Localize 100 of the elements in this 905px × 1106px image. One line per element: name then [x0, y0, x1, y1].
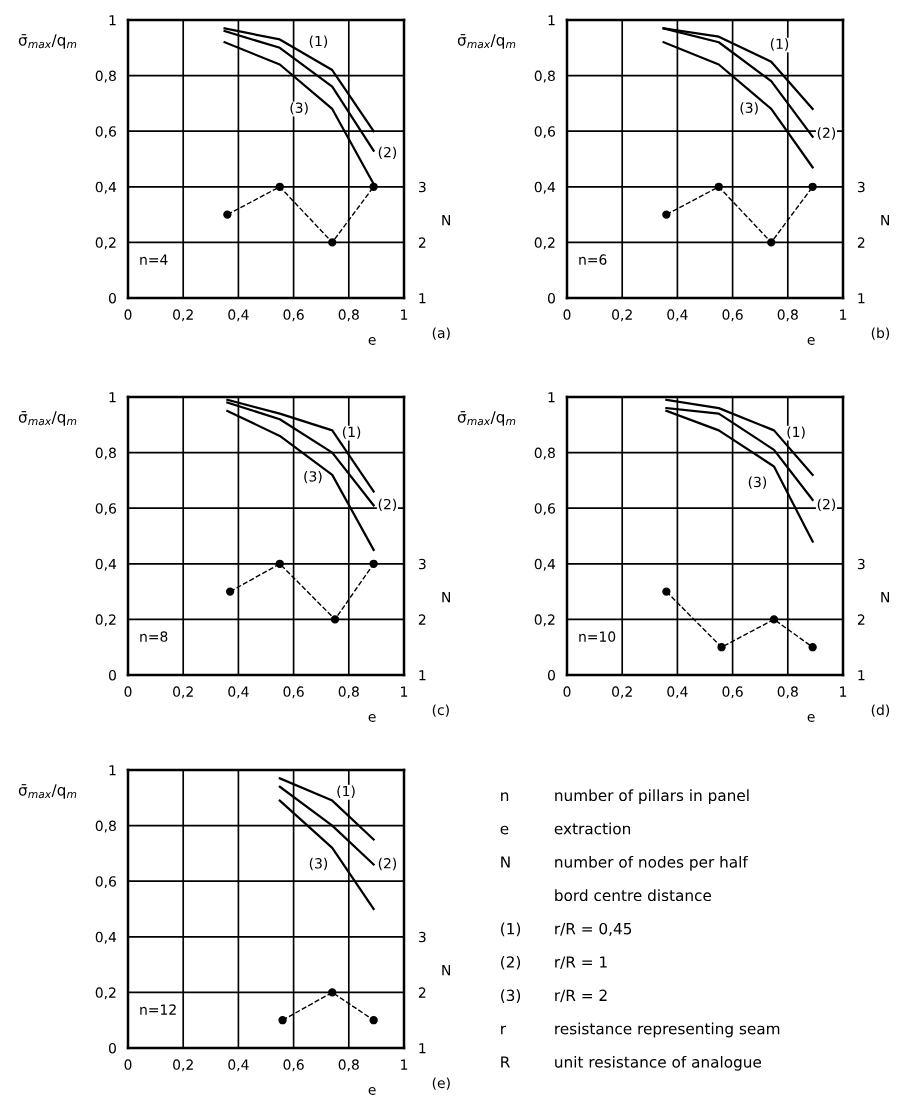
x-tick-label: 0,2 [612, 309, 632, 322]
x-tick-label: 0,8 [338, 1059, 359, 1072]
text: bord centre distance [555, 889, 712, 902]
y-tick-label: 0,2 [534, 237, 555, 250]
y-tick-label: 0 [547, 669, 555, 681]
x-axis-title: e [807, 713, 815, 722]
y2-tick-label: 1 [858, 670, 865, 681]
annotation: (3) [304, 470, 322, 484]
y-axis-title: σ̄$_{max}$/q$_{m}$ [18, 34, 77, 49]
x-tick-label: 1 [840, 686, 847, 697]
x-tick-label: 0,6 [283, 1059, 304, 1072]
y-tick-label: 0 [108, 292, 116, 304]
x-axis-title: e [807, 336, 815, 345]
x-axis-title: e [368, 336, 376, 345]
x-tick-label: 1 [401, 309, 408, 320]
x-tick-label: 0 [124, 686, 132, 697]
y-tick-label: 0,2 [95, 614, 116, 627]
annotation: (2) [817, 498, 836, 512]
y2-tick-label: 2 [857, 237, 865, 248]
x-tick-label: 1 [840, 309, 847, 320]
y2-axis-title: N [442, 592, 450, 603]
annotation: (2) [378, 498, 397, 512]
y-axis-title: σ̄$_{max}$/q$_{m}$ [457, 411, 516, 426]
text: (2) r/R = 1 [501, 955, 607, 970]
y-tick-label: 1 [548, 15, 555, 26]
y-tick-label: 0 [547, 292, 555, 304]
y-tick-label: 0,6 [534, 503, 556, 516]
y-tick-label: 0,8 [95, 447, 116, 460]
y2-tick-label: 3 [418, 931, 426, 943]
x-tick-label: 0,6 [283, 686, 304, 699]
y2-tick-label: 1 [858, 293, 865, 304]
x-tick-label: 0,2 [173, 686, 193, 699]
x-tick-label: 0,8 [777, 309, 798, 322]
y2-tick-label: 2 [857, 614, 865, 625]
annotation: n=8 [140, 631, 168, 642]
x-tick-label: 0,4 [228, 1059, 249, 1072]
text: (a) [432, 327, 450, 340]
x-tick-label: 0,8 [777, 686, 798, 699]
x-tick-label: 0,6 [283, 309, 304, 322]
text: R unit resistance of analogue [501, 1055, 762, 1071]
y2-tick-label: 1 [419, 1043, 426, 1054]
text: (3) r/R = 2 [501, 989, 607, 1003]
y-tick-label: 0,4 [95, 558, 117, 571]
y-tick-label: 0,8 [95, 70, 116, 83]
x-tick-label: 0,4 [228, 686, 249, 699]
y-tick-label: 0,8 [95, 820, 116, 833]
y2-tick-label: 2 [418, 614, 426, 625]
x-tick-label: 0 [563, 309, 571, 320]
y-tick-label: 0,6 [95, 126, 117, 139]
text: (1) r/R = 0,45 [501, 922, 632, 937]
annotation: (1) [309, 35, 328, 48]
y2-axis-title: N [442, 965, 450, 976]
x-tick-label: 0,8 [338, 686, 359, 699]
y-axis-title: σ̄$_{max}$/q$_{m}$ [457, 34, 516, 49]
text: n number of pillars in panel [501, 789, 749, 805]
x-tick-label: 0 [124, 1059, 132, 1070]
x-tick-label: 0,2 [173, 1059, 193, 1072]
y-axis-title: σ̄$_{max}$/q$_{m}$ [18, 411, 77, 426]
y-tick-label: 0,8 [534, 70, 555, 83]
y2-axis-title: N [881, 592, 889, 603]
y2-tick-label: 3 [418, 181, 426, 193]
x-tick-label: 0 [563, 686, 571, 697]
x-tick-label: 0,6 [722, 686, 743, 699]
annotation: (1) [787, 426, 805, 439]
x-tick-label: 1 [401, 686, 408, 697]
y-tick-label: 1 [109, 392, 116, 403]
y2-tick-label: 2 [418, 237, 426, 248]
y-tick-label: 0,6 [534, 126, 556, 139]
text: e extraction [500, 822, 631, 835]
annotation: n=6 [579, 254, 607, 265]
y-tick-label: 0 [108, 1042, 116, 1054]
text: (b) [871, 327, 890, 340]
x-tick-label: 0,8 [338, 309, 359, 322]
annotation: (2) [817, 127, 836, 140]
y-tick-label: 0,4 [95, 181, 117, 194]
annotation: (3) [290, 102, 308, 115]
annotation: (2) [378, 146, 397, 160]
x-tick-label: 0 [124, 309, 132, 320]
text: (d) [871, 704, 890, 717]
x-axis-title: e [368, 713, 376, 722]
y-tick-label: 1 [548, 392, 555, 403]
annotation: (2) [378, 857, 397, 871]
y2-tick-label: 2 [418, 987, 426, 998]
annotation: (1) [770, 38, 789, 51]
y2-tick-label: 1 [419, 670, 426, 681]
x-tick-label: 0,4 [667, 309, 688, 322]
y-tick-label: 0,6 [95, 503, 117, 516]
text: (e) [432, 1077, 450, 1090]
annotation: n=4 [140, 254, 168, 265]
y-axis-title: σ̄$_{max}$/q$_{m}$ [18, 784, 77, 799]
y2-tick-label: 3 [418, 558, 426, 570]
y2-tick-label: 1 [419, 293, 426, 304]
annotation: n=10 [579, 631, 616, 642]
y2-tick-label: 3 [857, 181, 865, 193]
y-tick-label: 1 [109, 765, 116, 776]
annotation: (3) [748, 476, 767, 489]
y-tick-label: 0,4 [534, 181, 556, 194]
y-tick-label: 0 [108, 669, 116, 681]
annotation: (3) [309, 857, 328, 871]
y-tick-label: 0,8 [534, 447, 555, 460]
